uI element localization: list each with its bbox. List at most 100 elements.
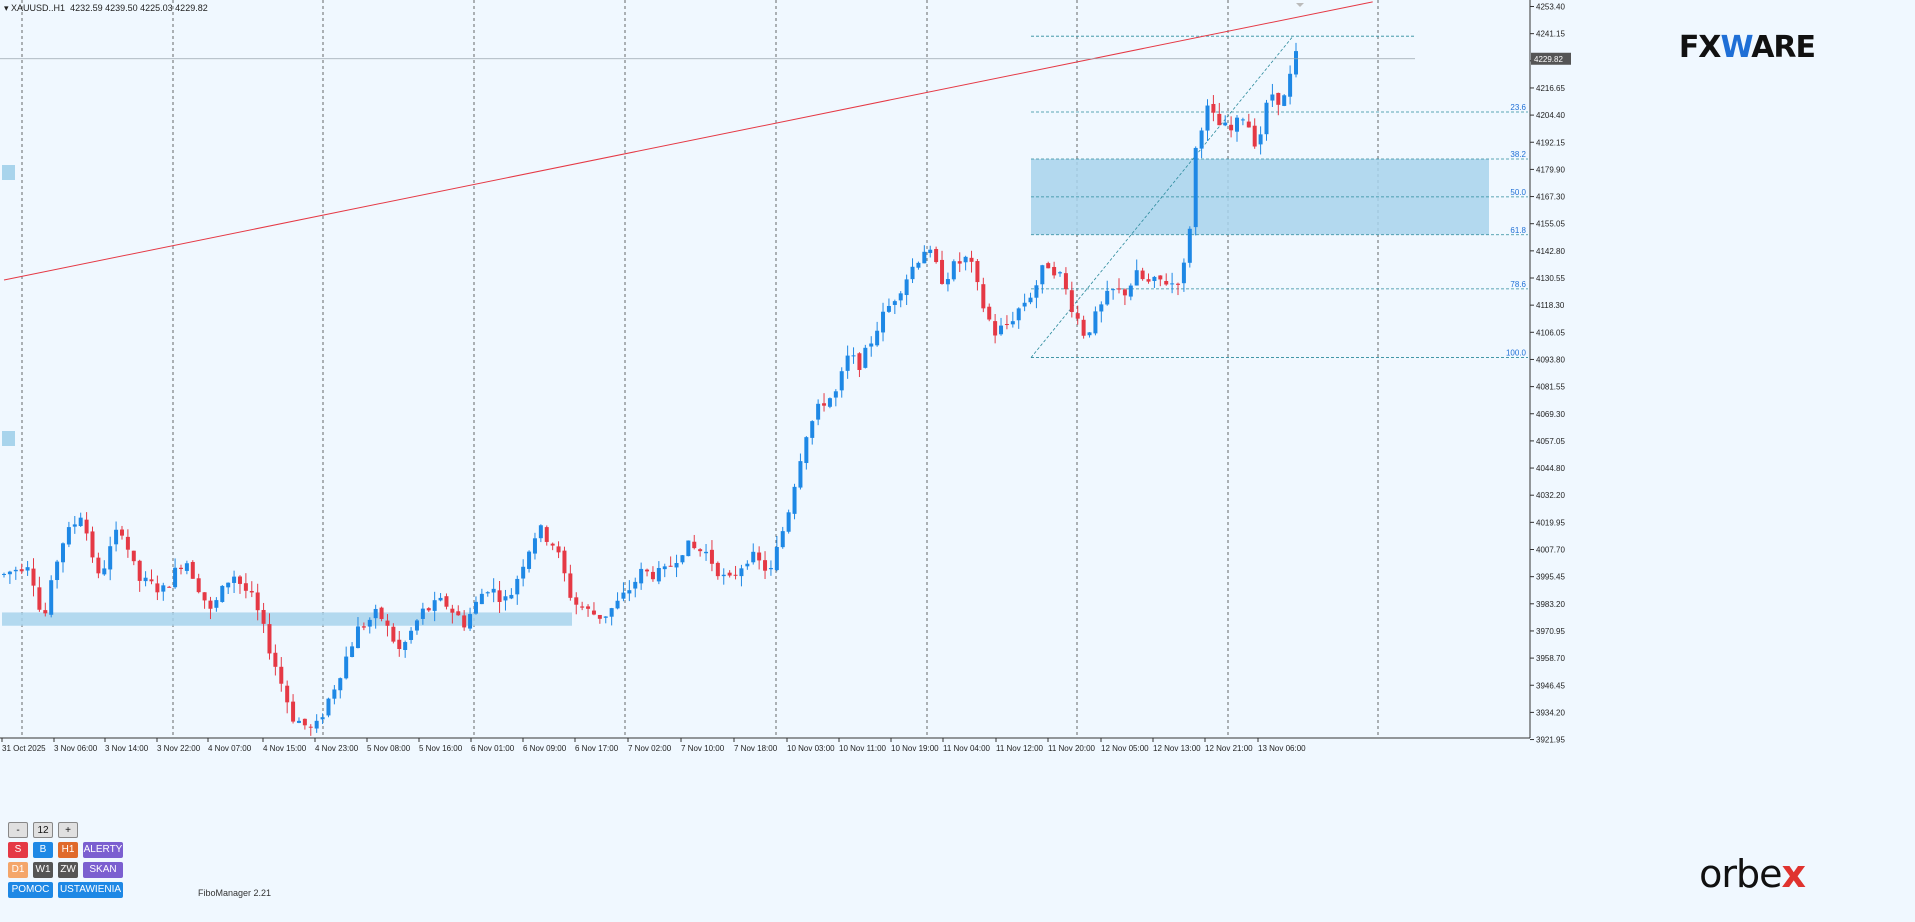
bear-candle	[279, 666, 284, 684]
alerts-button[interactable]: ALERTY	[83, 842, 123, 858]
bull-candle	[1022, 302, 1027, 307]
sell-button[interactable]: S	[8, 842, 28, 858]
zw-button[interactable]: ZW	[58, 862, 78, 878]
bear-candle	[822, 403, 827, 406]
bear-candle	[1246, 121, 1251, 128]
bull-candle	[1199, 130, 1204, 149]
bull-candle	[1040, 265, 1045, 285]
bull-candle	[1010, 321, 1015, 325]
fibonacci-retracement: 23.6 38.2 50.0 61.8 78.6 100.0	[1030, 35, 1528, 358]
bear-candle	[137, 560, 142, 581]
fib-anchor-line	[1030, 35, 1294, 358]
bull-candle	[373, 608, 378, 619]
bull-candle	[143, 577, 148, 582]
bull-candle	[674, 563, 679, 568]
y-tick-label: 4216.65	[1536, 84, 1565, 93]
bull-candle	[951, 261, 956, 280]
bear-candle	[1176, 283, 1181, 285]
trendline-line	[3, 1, 1373, 281]
scan-button[interactable]: SKAN	[83, 862, 123, 878]
bull-candle	[721, 574, 726, 577]
bear-candle	[1146, 279, 1151, 282]
x-tick-label: 7 Nov 18:00	[734, 744, 778, 753]
count-field[interactable]: 12	[33, 822, 53, 838]
bull-candle	[1193, 147, 1198, 228]
bull-candle	[863, 347, 868, 368]
bear-candle	[975, 261, 980, 283]
bear-candle	[249, 590, 254, 593]
x-tick-label: 13 Nov 06:00	[1258, 744, 1306, 753]
bear-candle	[379, 607, 384, 619]
timeframe-d1-button[interactable]: D1	[8, 862, 28, 878]
bull-candle	[1187, 228, 1192, 263]
bear-candle	[574, 597, 579, 605]
y-axis: 4253.404241.154228.904216.654204.404192.…	[1530, 3, 1565, 745]
bear-candle	[715, 562, 720, 577]
bull-candle	[420, 608, 425, 619]
bear-candle	[857, 353, 862, 370]
bull-candle	[792, 486, 797, 514]
bull-candle	[1087, 332, 1092, 336]
bear-candle	[733, 574, 738, 576]
timeframe-w1-button[interactable]: W1	[33, 862, 53, 878]
bull-candle	[55, 561, 60, 581]
y-tick-label: 4106.05	[1536, 328, 1565, 337]
y-tick-label: 3983.20	[1536, 600, 1565, 609]
y-tick-label: 4253.40	[1536, 3, 1565, 12]
bull-candle	[60, 543, 65, 563]
bear-candle	[291, 701, 296, 722]
bear-candle	[131, 550, 136, 562]
bull-candle	[25, 567, 30, 571]
x-tick-label: 11 Nov 12:00	[996, 744, 1044, 753]
y-tick-label: 4142.80	[1536, 247, 1565, 256]
bull-candle	[1205, 105, 1210, 131]
x-axis: 31 Oct 2025 3 Nov 06:00 3 Nov 14:00 3 Nov 2…	[1, 738, 1306, 753]
bull-candle	[875, 330, 880, 346]
fxware-logo: FXWARE	[1678, 30, 1816, 65]
plus-button[interactable]: +	[58, 822, 78, 838]
bull-candle	[13, 569, 18, 572]
dropdown-triangle-icon[interactable]: ▾	[4, 3, 9, 13]
bear-candle	[450, 608, 455, 613]
bear-candle	[1158, 275, 1163, 280]
bear-candle	[84, 519, 89, 534]
bear-candle	[645, 569, 650, 572]
bull-candle	[509, 594, 514, 599]
bull-candle	[350, 646, 355, 657]
buy-button[interactable]: B	[33, 842, 53, 858]
x-tick-label: 7 Nov 02:00	[628, 744, 672, 753]
minus-button[interactable]: -	[8, 822, 28, 838]
supply-demand-zone	[1031, 158, 1489, 235]
bear-candle	[308, 726, 313, 728]
bear-candle	[1229, 124, 1234, 131]
bull-candle	[833, 391, 838, 398]
bear-candle	[456, 611, 461, 616]
bull-candle	[898, 293, 903, 301]
bull-candle	[314, 720, 319, 729]
bear-candle	[462, 615, 467, 628]
y-tick-label: 4069.30	[1536, 410, 1565, 419]
timeframe-h1-button[interactable]: H1	[58, 842, 78, 858]
bear-candle	[987, 306, 992, 320]
bull-candle	[922, 251, 927, 264]
bull-candle	[627, 590, 632, 594]
x-tick-label: 6 Nov 17:00	[575, 744, 619, 753]
bear-candle	[1164, 281, 1169, 285]
bull-candle	[680, 555, 685, 563]
bull-candle	[414, 620, 419, 631]
bear-candle	[90, 531, 95, 558]
y-tick-label: 4093.80	[1536, 355, 1565, 364]
help-button[interactable]: POMOC	[8, 882, 53, 898]
bear-candle	[178, 567, 183, 570]
y-tick-label: 4155.05	[1536, 220, 1565, 229]
bear-candle	[96, 557, 101, 574]
bear-candle	[1063, 273, 1068, 290]
bull-candle	[963, 256, 968, 263]
y-tick-label: 4019.95	[1536, 518, 1565, 527]
y-tick-label: 4044.80	[1536, 464, 1565, 473]
bull-candle	[780, 531, 785, 548]
settings-button[interactable]: USTAWIENIA	[58, 882, 123, 898]
bull-candle	[916, 262, 921, 268]
bull-candle	[226, 582, 231, 588]
